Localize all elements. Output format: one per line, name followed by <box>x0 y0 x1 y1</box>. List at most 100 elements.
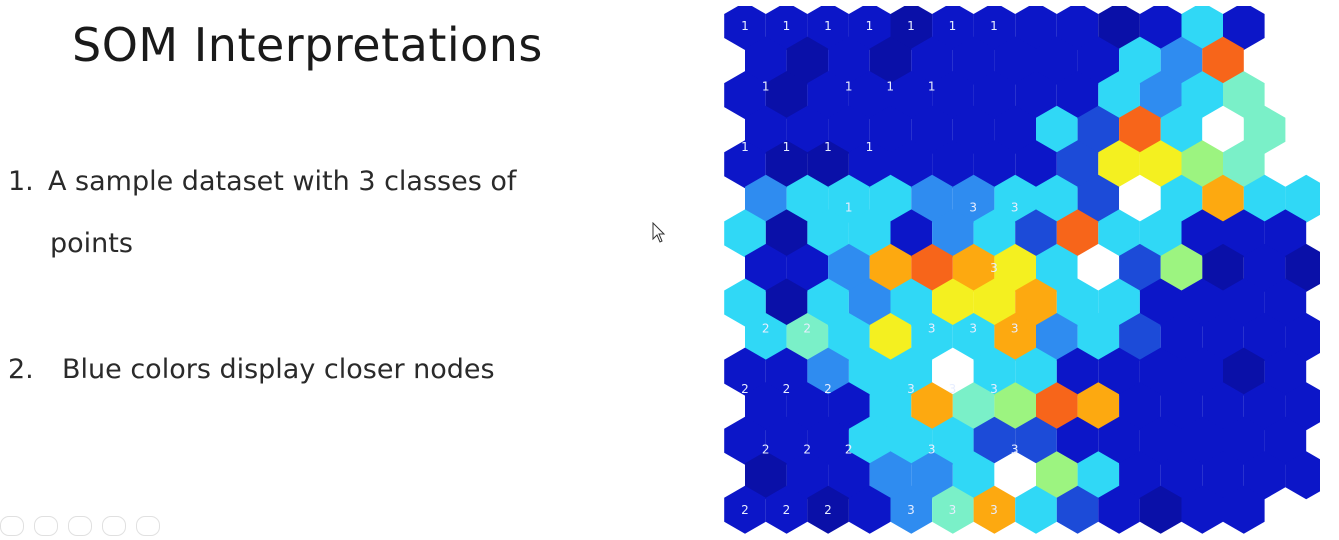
bullet-2-number: 2. <box>8 354 34 385</box>
som-node <box>994 105 1036 154</box>
som-node <box>848 347 891 396</box>
som-node <box>1015 278 1057 327</box>
pen-icon[interactable] <box>34 516 58 536</box>
som-node <box>1119 451 1161 500</box>
zoom-icon[interactable] <box>102 516 126 536</box>
som-node <box>1160 382 1203 431</box>
som-node <box>994 313 1036 361</box>
som-node <box>994 451 1036 500</box>
copy-icon[interactable] <box>68 516 92 536</box>
som-node <box>724 71 766 120</box>
som-node <box>765 347 808 396</box>
som-node <box>890 347 933 396</box>
som-class-label: 2 <box>803 321 811 335</box>
som-class-label: 3 <box>949 503 957 517</box>
som-node <box>745 243 787 292</box>
som-node <box>1285 243 1320 292</box>
som-class-label: 3 <box>969 321 977 335</box>
som-node <box>828 243 870 292</box>
som-node <box>1202 382 1244 431</box>
som-class-label: 1 <box>845 80 853 94</box>
som-node <box>1181 278 1223 327</box>
som-node <box>1036 36 1078 85</box>
som-class-label: 1 <box>928 80 936 94</box>
som-node <box>1077 451 1120 500</box>
som-node <box>911 313 953 361</box>
som-node <box>1285 451 1320 500</box>
som-node <box>1098 347 1140 396</box>
som-class-label: 1 <box>762 80 770 94</box>
som-node <box>786 451 829 500</box>
som-node <box>1264 416 1307 465</box>
som-node <box>1119 382 1161 431</box>
som-node <box>1181 6 1223 50</box>
som-node <box>952 174 995 223</box>
som-class-label: 3 <box>990 503 998 517</box>
som-node <box>1139 416 1182 465</box>
som-node <box>1202 451 1244 500</box>
som-node <box>1181 485 1223 534</box>
som-node <box>869 174 912 223</box>
som-node <box>1036 313 1078 361</box>
som-node <box>724 6 766 50</box>
som-node <box>1036 174 1078 223</box>
back-icon[interactable] <box>0 516 24 536</box>
som-node <box>1077 313 1120 361</box>
som-node <box>1015 6 1057 50</box>
som-node <box>1285 382 1320 431</box>
more-icon[interactable] <box>136 516 160 536</box>
som-node <box>1160 243 1203 292</box>
som-node <box>1015 347 1057 396</box>
som-node <box>1077 36 1120 85</box>
som-node <box>765 6 808 50</box>
som-hexagon-map: 1 1 1 1 1 1 1 1 1 1 1 1 1 1 1 1 3 3 3 2 2 3 3 3 2 2 2 3 3 3 2 2 2 3 3 2 2 2 3 3… <box>724 6 1320 534</box>
som-node <box>1056 6 1099 50</box>
som-node <box>1264 209 1307 258</box>
som-node <box>911 451 953 500</box>
som-node <box>848 416 891 465</box>
som-class-labels: 1 1 1 1 1 1 1 1 1 1 1 1 1 1 1 1 3 3 3 2 2 3 3 3 2 2 2 3 3 3 2 2 2 3 3 2 2 2 3 3… <box>741 19 1018 517</box>
som-node <box>1056 140 1099 189</box>
som-node <box>1202 105 1244 154</box>
som-node <box>1036 382 1078 431</box>
som-node <box>1139 278 1182 327</box>
som-node <box>911 382 953 431</box>
som-class-label: 1 <box>824 140 832 154</box>
som-node <box>828 174 870 223</box>
bullet-1-text: A sample dataset with 3 classes of <box>48 166 517 197</box>
som-node <box>952 243 995 292</box>
som-node <box>890 209 933 258</box>
som-node <box>828 313 870 361</box>
som-node <box>952 105 995 154</box>
som-class-label: 1 <box>949 19 957 33</box>
som-node <box>1119 36 1161 85</box>
som-node <box>1243 243 1286 292</box>
som-node <box>786 36 829 85</box>
som-node <box>1243 313 1286 361</box>
som-class-label: 1 <box>866 19 874 33</box>
som-class-label: 2 <box>803 442 811 456</box>
som-node <box>1202 174 1244 223</box>
som-node <box>952 36 995 85</box>
som-node <box>1202 243 1244 292</box>
som-node <box>765 278 808 327</box>
som-node <box>1098 485 1140 534</box>
som-node <box>890 416 933 465</box>
som-node <box>1160 451 1203 500</box>
som-node <box>765 485 808 534</box>
som-node <box>869 36 912 85</box>
som-node <box>1223 347 1265 396</box>
som-node <box>786 243 829 292</box>
som-node <box>1264 278 1307 327</box>
som-node <box>1223 71 1265 120</box>
som-node <box>952 382 995 431</box>
som-node <box>1056 347 1099 396</box>
som-node <box>724 278 766 327</box>
som-node <box>1098 6 1140 50</box>
som-node <box>973 6 1016 50</box>
som-node <box>1036 105 1078 154</box>
som-class-label: 1 <box>907 19 915 33</box>
som-node <box>1285 174 1320 223</box>
som-node <box>932 416 974 465</box>
som-node <box>1160 174 1203 223</box>
